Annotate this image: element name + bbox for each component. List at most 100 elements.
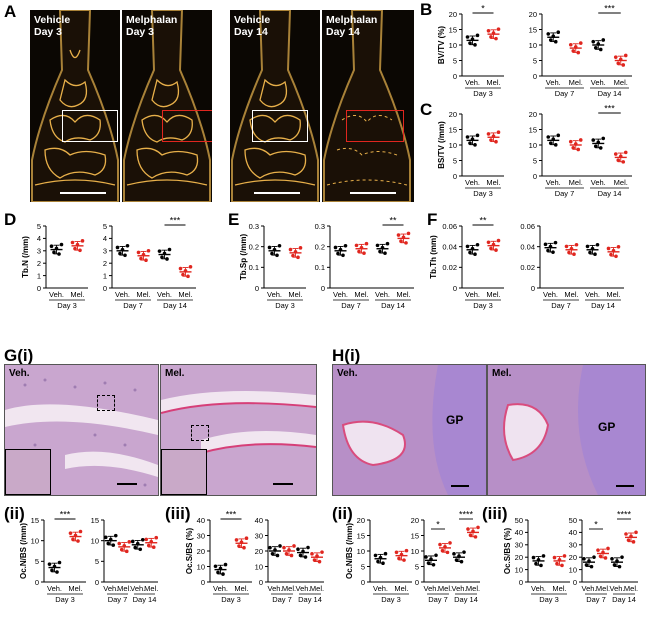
- x-tick-label: Veh.: [157, 290, 172, 299]
- y-tick-label: 0.06: [520, 222, 535, 231]
- inset-image: [161, 449, 207, 495]
- vehicle-point: [468, 41, 472, 45]
- vehicle-point: [113, 533, 118, 538]
- x-tick-label: Mel.: [552, 584, 566, 593]
- y-tick-label: 3: [103, 247, 107, 256]
- vehicle-point: [140, 537, 145, 542]
- vehicle-point: [267, 245, 272, 250]
- panel-label-f: F: [427, 210, 438, 229]
- y-tick-label: 0: [259, 578, 263, 587]
- bone-render: [31, 10, 119, 202]
- melphalan-point: [574, 242, 579, 247]
- panel-label-h-i: H(i): [332, 346, 361, 365]
- growth-plate-label: GP: [446, 413, 464, 427]
- vehicle-point: [157, 249, 162, 253]
- panel-label-d: D: [4, 210, 17, 229]
- melphalan-point: [471, 529, 475, 534]
- melphalan-point: [296, 255, 300, 260]
- vehicle-point: [541, 554, 546, 558]
- vehicle-point: [593, 144, 598, 149]
- x-tick-label: Veh.: [267, 290, 282, 299]
- melphalan-point: [496, 238, 501, 243]
- vehicle-point: [306, 545, 310, 550]
- melphalan-point: [80, 239, 85, 243]
- day-label: Day 7: [272, 595, 292, 604]
- x-tick-label: Mel.: [569, 78, 583, 87]
- vehicle-point: [548, 38, 553, 42]
- y-tick-label: 0: [531, 284, 535, 293]
- panel-label-e: E: [228, 210, 240, 229]
- vehicle-point: [52, 564, 57, 569]
- scale-bar: [616, 485, 634, 487]
- y-tick-label: 50: [515, 516, 523, 525]
- x-tick-label: Veh.: [267, 584, 282, 593]
- vehicle-point: [277, 243, 282, 248]
- melphalan-point: [399, 552, 404, 557]
- bone-render: [323, 10, 411, 202]
- day-label: Day 14: [381, 301, 405, 310]
- panel-label-g-ii: (ii): [4, 504, 25, 523]
- x-tick-label: Mel.: [396, 290, 410, 299]
- vehicle-point: [341, 253, 345, 258]
- significance-label: **: [389, 216, 397, 226]
- scale-bar: [60, 192, 106, 194]
- y-tick-label: 4: [103, 234, 107, 243]
- panel-label-b: B: [420, 0, 433, 19]
- histology-label: Mel.: [492, 368, 512, 379]
- vehicle-point: [333, 245, 338, 250]
- vehicle-point: [52, 250, 56, 255]
- y-tick-label: 15: [411, 531, 419, 540]
- vehicle-point: [534, 561, 538, 566]
- vehicle-point: [465, 135, 470, 139]
- melphalan-point: [573, 45, 578, 49]
- vehicle-point: [120, 247, 125, 252]
- x-tick-label: Mel.: [486, 78, 500, 87]
- y-tick-label: 0: [453, 284, 457, 293]
- melphalan-point: [568, 42, 573, 47]
- vehicle-point: [548, 244, 553, 249]
- y-tick-label: 15: [529, 125, 537, 134]
- melphalan-point: [289, 553, 294, 558]
- melphalan-point: [491, 242, 496, 247]
- melphalan-point: [473, 535, 478, 539]
- y-axis-label: Oc.S/BS (%): [503, 528, 512, 575]
- melphalan-point: [631, 540, 636, 544]
- ct-label: Melphalan Day 3: [126, 14, 178, 38]
- x-tick-label: Mel.: [178, 290, 192, 299]
- day-label: Day 3: [57, 301, 77, 310]
- y-tick-label: 10: [197, 562, 205, 571]
- melphalan-point: [406, 231, 411, 236]
- melphalan-point: [357, 249, 361, 254]
- histology-label: Veh.: [337, 368, 358, 379]
- melphalan-point: [468, 533, 473, 537]
- melphalan-point: [359, 245, 364, 250]
- melphalan-point: [151, 545, 156, 549]
- y-tick-label: 1: [103, 271, 107, 280]
- x-tick-label: Veh.: [546, 178, 561, 187]
- melphalan-point: [476, 525, 480, 530]
- x-tick-label: Mel.: [310, 584, 324, 593]
- day-label: Day 7: [108, 595, 128, 604]
- x-tick-label: Mel.: [569, 178, 583, 187]
- vehicle-point: [536, 558, 541, 562]
- melphalan-point: [75, 242, 80, 247]
- day-label: Day 14: [598, 189, 622, 198]
- melphalan-point: [364, 241, 369, 246]
- y-axis-label: Oc.S/BS (%): [185, 528, 194, 575]
- histology-g-melphalan: Mel.: [160, 364, 317, 496]
- melphalan-point: [234, 538, 239, 542]
- melphalan-point: [491, 134, 496, 138]
- vehicle-point: [275, 553, 280, 558]
- vehicle-point: [601, 38, 606, 42]
- melphalan-point: [624, 532, 628, 536]
- x-tick-label: Mel.: [486, 290, 500, 299]
- ct-image-vehicle-day3: Vehicle Day 3: [30, 10, 120, 202]
- y-axis-label: Oc.N/BS (/mm): [19, 523, 28, 579]
- melphalan-point: [576, 147, 581, 152]
- y-tick-label: 0: [519, 578, 523, 587]
- x-tick-label: Mel.: [354, 290, 368, 299]
- significance-label: *: [594, 520, 598, 530]
- vehicle-point: [167, 247, 172, 252]
- vehicle-point: [473, 43, 477, 47]
- day-label: Day 14: [598, 89, 622, 98]
